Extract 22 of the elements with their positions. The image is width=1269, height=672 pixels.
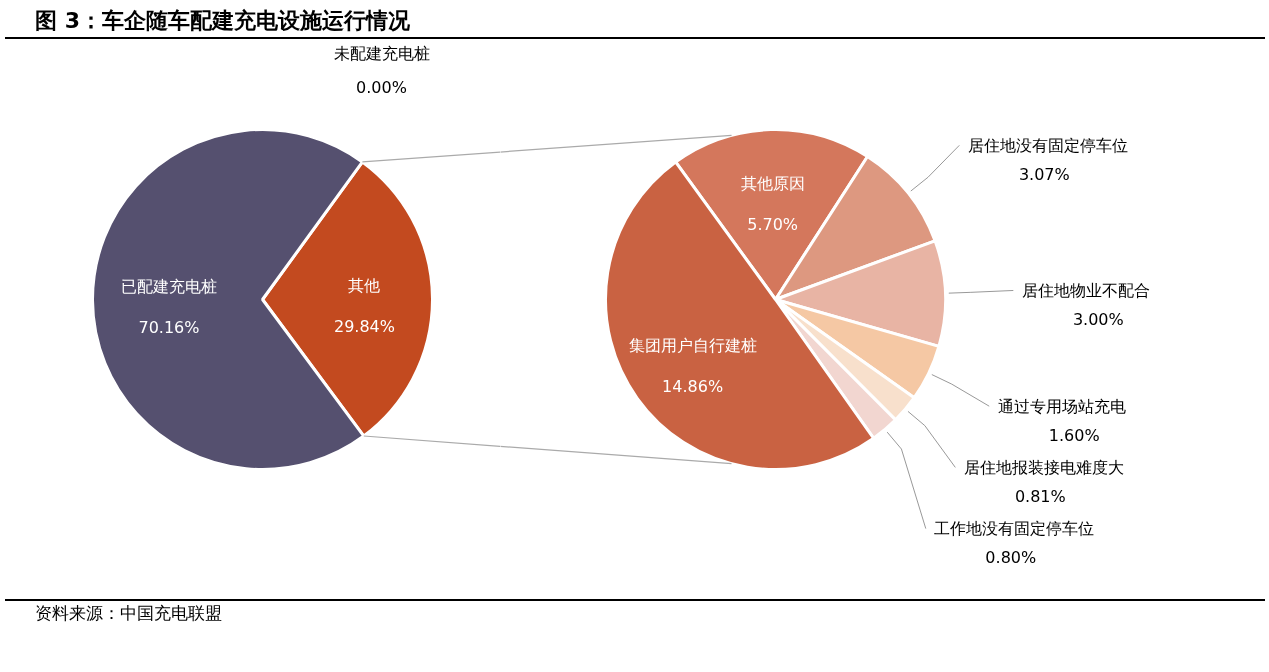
data-label: 3.07%: [1018, 164, 1070, 184]
chart-title: 图 3：车企随车配建充电设施运行情况: [35, 7, 410, 35]
slice-label: 集团用户自行建桩: [628, 335, 757, 355]
data-label: 1.60%: [1048, 425, 1100, 445]
slice-label: 居住地物业不配合: [1021, 280, 1150, 300]
text: 资料来源：中国充电联盟: [35, 602, 222, 625]
data-label: 70.16%: [138, 317, 200, 337]
data-label: 29.84%: [333, 316, 396, 336]
category-label: 未配建充电桩: [333, 43, 430, 63]
data-label: 3.00%: [1072, 309, 1124, 329]
data-label: 5.70%: [747, 215, 799, 235]
slice-label: 工作地没有固定停车位: [934, 519, 1095, 539]
slice-label: 居住地报装接电难度大: [963, 457, 1124, 477]
data-label: 0.80%: [985, 548, 1037, 567]
slice-label: 居住地没有固定停车位: [967, 135, 1128, 155]
slice-label: 其他原因: [740, 174, 805, 194]
data-label: 14.86%: [662, 376, 724, 396]
slice-label: 已配建充电桩: [121, 276, 217, 296]
data-label: 0.81%: [1014, 486, 1066, 506]
text: 0.00%: [356, 77, 407, 97]
slice-label: 其他: [348, 275, 381, 295]
slice-label: 通过专用场站充电: [997, 396, 1126, 416]
